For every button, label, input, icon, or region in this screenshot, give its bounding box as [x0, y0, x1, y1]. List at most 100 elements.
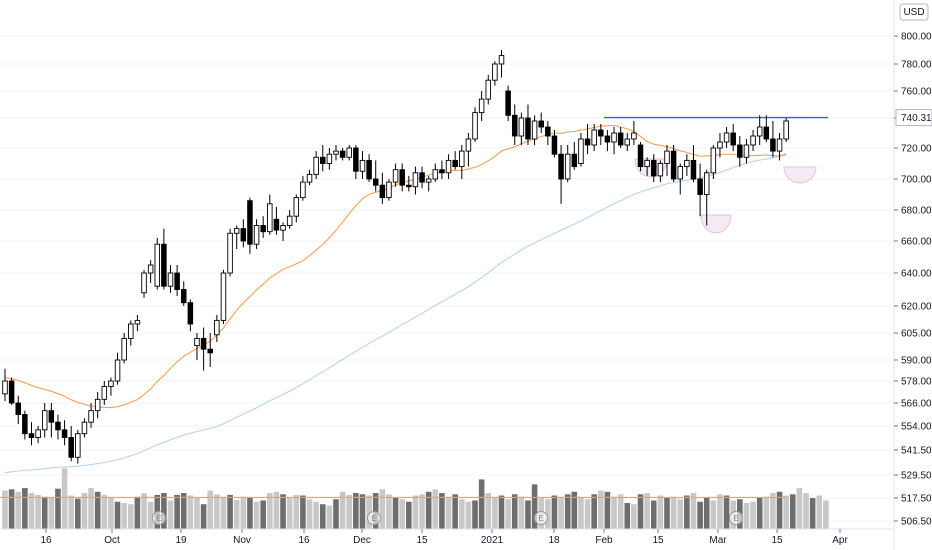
candle[interactable] [353, 145, 359, 179]
candle[interactable] [399, 163, 405, 192]
candle[interactable] [697, 163, 703, 217]
candle[interactable] [75, 429, 81, 464]
candle[interactable] [525, 104, 531, 146]
candle[interactable] [406, 175, 412, 192]
candle[interactable] [452, 151, 458, 170]
candle[interactable] [664, 145, 670, 176]
candle[interactable] [571, 142, 578, 170]
candle[interactable] [611, 127, 617, 155]
candle[interactable] [657, 160, 664, 183]
candle[interactable] [776, 133, 783, 161]
candle[interactable] [637, 142, 644, 172]
candle[interactable] [756, 115, 763, 145]
candle[interactable] [770, 121, 776, 158]
candle[interactable] [253, 219, 260, 249]
candle[interactable] [651, 154, 657, 183]
candle[interactable] [48, 403, 55, 438]
candle[interactable] [723, 127, 730, 148]
candle[interactable] [750, 130, 756, 152]
candle[interactable] [578, 133, 584, 167]
candle[interactable] [419, 166, 425, 189]
candle[interactable] [598, 124, 604, 145]
candle[interactable] [617, 127, 624, 148]
candle[interactable] [564, 145, 571, 183]
candle[interactable] [154, 237, 161, 290]
candle[interactable] [472, 107, 478, 142]
candle[interactable] [313, 151, 319, 179]
candle[interactable] [293, 194, 300, 223]
candle[interactable] [187, 299, 194, 332]
candle[interactable] [333, 145, 339, 161]
candle[interactable] [101, 381, 108, 405]
candle[interactable] [15, 395, 21, 425]
candle[interactable] [743, 139, 750, 164]
time-axis[interactable]: 16 Oct 19 Nov 16 Dec 15 2021 18 Feb 15 Mar 15 Apr [40, 529, 848, 546]
candlestick-series[interactable] [2, 50, 789, 464]
candle[interactable] [267, 194, 273, 235]
candle[interactable] [280, 222, 286, 241]
candle[interactable] [412, 166, 419, 195]
candle[interactable] [180, 281, 187, 306]
candle[interactable] [22, 410, 28, 440]
candle[interactable] [459, 145, 465, 179]
candle[interactable] [306, 169, 313, 186]
candle[interactable] [478, 91, 485, 121]
candle[interactable] [703, 169, 710, 226]
candle[interactable] [214, 315, 220, 342]
candle[interactable] [300, 175, 306, 201]
candle[interactable] [359, 151, 366, 179]
candle[interactable] [492, 61, 498, 86]
candle[interactable] [220, 269, 227, 324]
candle[interactable] [783, 118, 789, 142]
candle[interactable] [445, 154, 452, 179]
candle[interactable] [167, 265, 174, 293]
currency-badge[interactable]: USD [899, 3, 929, 21]
candle[interactable] [320, 145, 326, 172]
candle[interactable] [551, 130, 558, 158]
candle[interactable] [88, 403, 94, 428]
candle[interactable] [584, 124, 591, 155]
candle[interactable] [227, 228, 233, 277]
candle[interactable] [339, 148, 346, 161]
candle[interactable] [485, 74, 492, 105]
candle[interactable] [677, 163, 683, 195]
candle[interactable] [591, 124, 597, 152]
candle[interactable] [518, 112, 525, 145]
candle[interactable] [717, 133, 723, 158]
candle[interactable] [538, 112, 544, 133]
candle[interactable] [326, 148, 333, 170]
candle[interactable] [94, 392, 101, 419]
candle[interactable] [531, 115, 538, 145]
candle[interactable] [55, 414, 61, 440]
candle[interactable] [737, 136, 743, 167]
candle[interactable] [644, 157, 650, 176]
candle[interactable] [346, 145, 352, 161]
candle[interactable] [8, 377, 15, 405]
candle[interactable] [161, 228, 167, 290]
candle[interactable] [134, 315, 141, 332]
candle[interactable] [392, 163, 399, 187]
candle[interactable] [558, 145, 564, 204]
candle[interactable] [68, 426, 74, 462]
candle[interactable] [121, 333, 127, 364]
candle[interactable] [386, 179, 392, 201]
candle[interactable] [233, 225, 240, 250]
candle[interactable] [545, 121, 551, 145]
candle[interactable] [128, 320, 134, 346]
candle[interactable] [194, 333, 200, 360]
candle[interactable] [439, 160, 445, 179]
candle[interactable] [730, 124, 736, 152]
candle[interactable] [61, 420, 68, 446]
candle[interactable] [141, 269, 147, 298]
candle[interactable] [260, 216, 266, 238]
candle[interactable] [379, 172, 386, 204]
candle[interactable] [710, 145, 717, 179]
candle[interactable] [505, 85, 511, 121]
candle[interactable] [2, 368, 8, 402]
candle[interactable] [207, 333, 213, 367]
candle[interactable] [41, 403, 48, 438]
candle[interactable] [511, 104, 518, 146]
candle[interactable] [174, 265, 180, 297]
candle[interactable] [465, 133, 472, 167]
